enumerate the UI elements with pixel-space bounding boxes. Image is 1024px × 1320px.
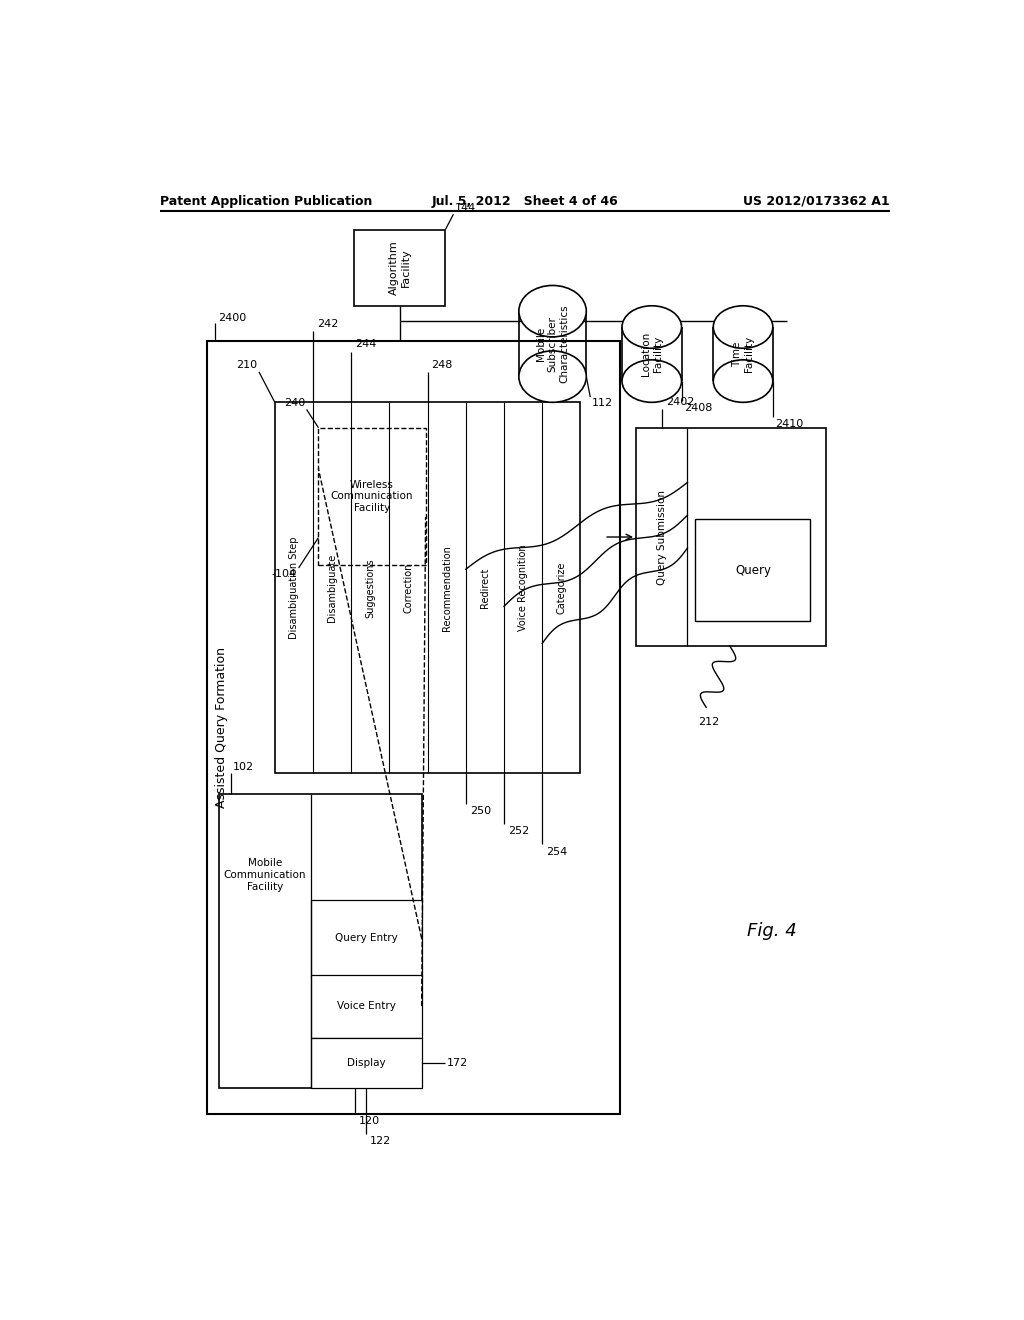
Text: -104: -104 (272, 569, 297, 579)
Text: Disambiguate: Disambiguate (327, 553, 337, 622)
Text: Voice Recognition: Voice Recognition (518, 545, 528, 631)
Text: Categorize: Categorize (556, 561, 566, 614)
Ellipse shape (714, 306, 773, 348)
Bar (310, 1038, 422, 1089)
Ellipse shape (714, 360, 773, 403)
Bar (310, 974, 422, 1038)
Text: 2410: 2410 (775, 418, 804, 429)
Ellipse shape (519, 351, 587, 403)
Text: Query Entry: Query Entry (335, 933, 397, 944)
Text: Assisted Query Formation: Assisted Query Formation (215, 647, 228, 808)
Text: 144: 144 (455, 203, 476, 214)
Text: 244: 244 (355, 339, 377, 350)
Text: 252: 252 (508, 826, 529, 836)
Text: Correction: Correction (403, 562, 414, 612)
Bar (318, 428, 426, 565)
Text: 2408: 2408 (684, 404, 713, 413)
Text: Time
Facility: Time Facility (732, 335, 754, 372)
Text: 248: 248 (431, 360, 453, 370)
Text: 102: 102 (232, 763, 254, 772)
Text: 254: 254 (546, 846, 567, 857)
Text: Wireless
Communication
Facility: Wireless Communication Facility (331, 479, 414, 513)
Text: Display: Display (347, 1059, 385, 1068)
Bar (219, 793, 422, 1089)
Bar (274, 403, 581, 774)
Text: Redirect: Redirect (480, 568, 489, 609)
Text: Mobile
Communication
Facility: Mobile Communication Facility (223, 858, 306, 891)
Text: Algorithm
Facility: Algorithm Facility (389, 240, 411, 296)
Text: 112: 112 (592, 397, 613, 408)
Bar (636, 428, 826, 647)
Text: Patent Application Publication: Patent Application Publication (160, 194, 372, 207)
Text: Voice Entry: Voice Entry (337, 1001, 395, 1011)
Bar (207, 342, 621, 1114)
Text: Suggestions: Suggestions (366, 558, 375, 618)
Text: 210: 210 (237, 360, 257, 370)
Text: Query Submission: Query Submission (656, 490, 667, 585)
Text: Mobile
Subscriber
Characteristics: Mobile Subscriber Characteristics (536, 305, 569, 383)
Text: 212: 212 (698, 718, 720, 727)
Text: 2400: 2400 (218, 313, 246, 323)
Text: Fig. 4: Fig. 4 (748, 921, 797, 940)
Bar (695, 519, 811, 620)
Text: 120: 120 (359, 1115, 380, 1126)
Text: 242: 242 (317, 319, 338, 329)
Text: 240: 240 (284, 399, 305, 408)
Text: 172: 172 (447, 1059, 468, 1068)
Bar (310, 900, 422, 977)
Ellipse shape (622, 360, 682, 403)
Text: 2402: 2402 (666, 397, 694, 408)
Text: Recommendation: Recommendation (441, 545, 452, 631)
Text: Location
Facility: Location Facility (641, 331, 663, 376)
Ellipse shape (519, 285, 587, 337)
Text: Query: Query (735, 564, 771, 577)
Text: 250: 250 (470, 805, 490, 816)
Ellipse shape (622, 306, 682, 348)
Text: Jul. 5, 2012   Sheet 4 of 46: Jul. 5, 2012 Sheet 4 of 46 (431, 194, 618, 207)
Text: Disambiguation Step: Disambiguation Step (289, 536, 299, 639)
Bar (354, 230, 445, 306)
Text: US 2012/0173362 A1: US 2012/0173362 A1 (743, 194, 890, 207)
Text: 122: 122 (370, 1137, 391, 1146)
